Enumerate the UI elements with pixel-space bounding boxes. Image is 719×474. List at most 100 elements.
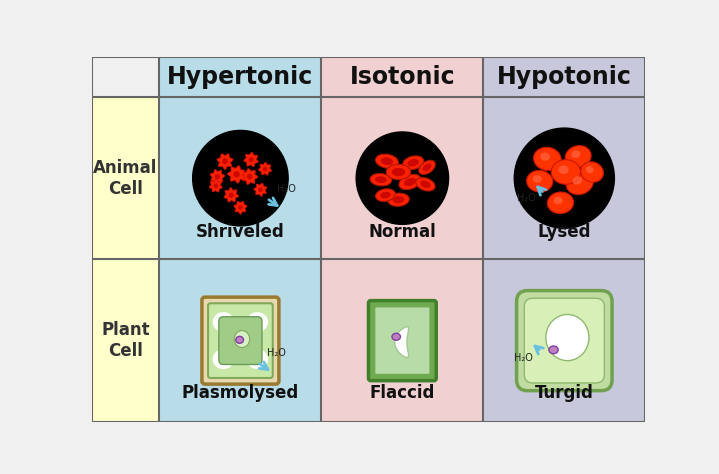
Ellipse shape bbox=[380, 157, 393, 165]
Bar bbox=[160, 57, 321, 97]
Bar bbox=[483, 97, 646, 259]
Text: Animal
Cell: Animal Cell bbox=[93, 159, 157, 198]
Ellipse shape bbox=[533, 175, 542, 182]
Ellipse shape bbox=[404, 178, 416, 186]
Polygon shape bbox=[242, 168, 258, 185]
Ellipse shape bbox=[566, 171, 593, 195]
Text: Flaccid: Flaccid bbox=[370, 384, 435, 402]
Text: H₂O: H₂O bbox=[277, 184, 296, 194]
Ellipse shape bbox=[526, 171, 553, 192]
Text: Plasmolysed: Plasmolysed bbox=[182, 384, 299, 402]
Polygon shape bbox=[224, 187, 239, 202]
Ellipse shape bbox=[554, 197, 563, 204]
Ellipse shape bbox=[388, 193, 409, 206]
Ellipse shape bbox=[547, 192, 574, 214]
Polygon shape bbox=[216, 154, 233, 170]
Bar bbox=[91, 97, 160, 259]
Ellipse shape bbox=[540, 153, 550, 161]
Text: Plant
Cell: Plant Cell bbox=[101, 321, 150, 360]
Text: H₂O: H₂O bbox=[516, 193, 536, 203]
Ellipse shape bbox=[549, 346, 558, 354]
Bar bbox=[160, 259, 321, 422]
Bar bbox=[321, 259, 483, 422]
Polygon shape bbox=[395, 327, 408, 357]
FancyBboxPatch shape bbox=[202, 297, 279, 384]
Ellipse shape bbox=[370, 173, 392, 186]
Bar bbox=[321, 97, 483, 259]
FancyBboxPatch shape bbox=[236, 320, 245, 336]
Ellipse shape bbox=[214, 183, 218, 188]
Ellipse shape bbox=[247, 173, 252, 180]
Ellipse shape bbox=[408, 159, 419, 166]
Ellipse shape bbox=[375, 189, 395, 201]
Text: H₂O: H₂O bbox=[513, 353, 532, 363]
Ellipse shape bbox=[214, 174, 220, 179]
FancyBboxPatch shape bbox=[219, 317, 262, 365]
Ellipse shape bbox=[533, 147, 562, 171]
Ellipse shape bbox=[249, 157, 254, 163]
Ellipse shape bbox=[213, 312, 234, 332]
Ellipse shape bbox=[572, 176, 582, 184]
Text: Isotonic: Isotonic bbox=[349, 65, 455, 89]
Text: Normal: Normal bbox=[369, 223, 436, 241]
Ellipse shape bbox=[514, 128, 614, 228]
Ellipse shape bbox=[356, 132, 449, 224]
FancyBboxPatch shape bbox=[375, 307, 430, 374]
Ellipse shape bbox=[399, 174, 421, 190]
FancyBboxPatch shape bbox=[236, 345, 245, 361]
Bar bbox=[321, 57, 483, 97]
Polygon shape bbox=[244, 152, 259, 167]
Ellipse shape bbox=[581, 162, 603, 182]
Ellipse shape bbox=[193, 130, 288, 226]
FancyBboxPatch shape bbox=[516, 291, 612, 391]
Ellipse shape bbox=[234, 171, 240, 178]
Ellipse shape bbox=[236, 337, 244, 343]
Bar bbox=[483, 259, 646, 422]
FancyBboxPatch shape bbox=[244, 336, 259, 345]
FancyBboxPatch shape bbox=[369, 301, 436, 381]
Text: Turgid: Turgid bbox=[535, 384, 594, 402]
Polygon shape bbox=[209, 179, 222, 192]
Ellipse shape bbox=[418, 160, 435, 174]
Ellipse shape bbox=[416, 178, 435, 191]
Ellipse shape bbox=[420, 181, 431, 188]
Ellipse shape bbox=[392, 333, 400, 340]
Ellipse shape bbox=[559, 165, 569, 174]
Text: Lysed: Lysed bbox=[538, 223, 591, 241]
Ellipse shape bbox=[247, 312, 268, 332]
Ellipse shape bbox=[565, 146, 591, 167]
Polygon shape bbox=[234, 201, 247, 214]
Ellipse shape bbox=[375, 154, 398, 168]
Ellipse shape bbox=[375, 176, 387, 183]
Ellipse shape bbox=[586, 166, 594, 173]
FancyBboxPatch shape bbox=[524, 298, 605, 383]
Ellipse shape bbox=[213, 349, 234, 369]
Polygon shape bbox=[227, 165, 245, 183]
Text: Shriveled: Shriveled bbox=[196, 223, 285, 241]
Ellipse shape bbox=[258, 187, 263, 192]
Ellipse shape bbox=[234, 331, 249, 347]
Ellipse shape bbox=[380, 191, 391, 199]
FancyBboxPatch shape bbox=[208, 303, 273, 378]
Ellipse shape bbox=[551, 160, 580, 184]
Polygon shape bbox=[254, 183, 267, 197]
Text: Hypotonic: Hypotonic bbox=[497, 65, 632, 89]
Polygon shape bbox=[258, 162, 272, 175]
Text: H₂O: H₂O bbox=[267, 348, 285, 358]
Ellipse shape bbox=[222, 158, 228, 164]
Ellipse shape bbox=[572, 150, 580, 158]
Ellipse shape bbox=[423, 164, 431, 171]
Ellipse shape bbox=[393, 196, 404, 203]
Text: Hypertonic: Hypertonic bbox=[168, 65, 313, 89]
Polygon shape bbox=[210, 169, 225, 184]
FancyBboxPatch shape bbox=[222, 336, 237, 345]
Ellipse shape bbox=[262, 166, 267, 171]
Bar bbox=[160, 97, 321, 259]
Ellipse shape bbox=[247, 349, 268, 369]
Ellipse shape bbox=[392, 168, 406, 176]
Ellipse shape bbox=[238, 205, 243, 210]
Ellipse shape bbox=[386, 164, 411, 180]
Ellipse shape bbox=[229, 192, 234, 198]
Bar bbox=[91, 259, 160, 422]
Ellipse shape bbox=[546, 314, 589, 361]
